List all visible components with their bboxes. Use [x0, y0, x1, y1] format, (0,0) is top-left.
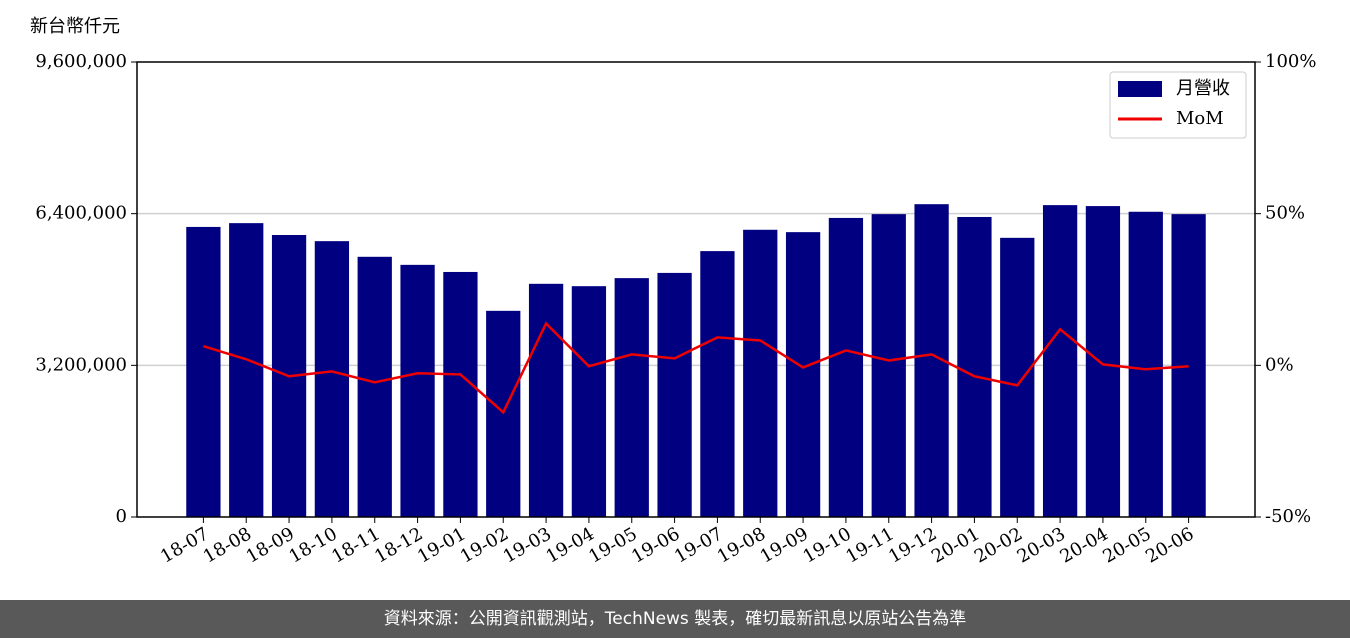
y-axis-label: 新台幣仟元 — [30, 16, 120, 37]
bar — [657, 272, 692, 517]
chart: 新台幣仟元 0 3,200,000 6,400,000 9,600,000 -50% 0%… — [30, 16, 1316, 568]
x-tick-label: 20-01 — [928, 523, 983, 567]
legend-label: MoM — [1176, 108, 1224, 129]
mom-line — [203, 321, 1189, 415]
y-tick-label: 9,600,000 — [35, 51, 127, 72]
bar — [828, 217, 864, 517]
legend-label: 月營收 — [1176, 78, 1230, 99]
x-tick-label: 18-09 — [243, 523, 298, 567]
x-tick-label: 20-06 — [1142, 523, 1197, 567]
y2-tick-label: 0% — [1265, 354, 1294, 375]
bar — [314, 241, 350, 517]
y-tick-label: 3,200,000 — [35, 354, 127, 375]
bar — [957, 216, 992, 517]
x-tick-label: 19-09 — [757, 523, 812, 567]
bar — [1085, 206, 1121, 518]
x-tick-label: 20-02 — [971, 523, 1026, 567]
bar — [528, 283, 564, 517]
bar — [1128, 211, 1163, 518]
x-tick-label: 19-03 — [500, 523, 555, 567]
bar — [443, 271, 478, 517]
x-tick-label: 19-05 — [585, 523, 640, 567]
x-tick-label: 20-04 — [1056, 523, 1111, 567]
legend-swatch — [1118, 81, 1162, 97]
plot-frame — [136, 61, 1256, 518]
x-tick-label: 19-12 — [885, 523, 940, 567]
x-tick-label: 18-08 — [200, 523, 255, 567]
y2-tick-label: 50% — [1265, 203, 1305, 224]
x-tick-label: 19-04 — [542, 523, 597, 567]
bar — [400, 264, 435, 517]
bar — [871, 214, 906, 517]
x-tick-label: 19-08 — [714, 523, 769, 567]
x-tick-label: 20-03 — [1014, 523, 1069, 567]
x-tick-label: 18-07 — [157, 523, 212, 567]
bar — [571, 286, 607, 517]
x-tick-label: 19-10 — [799, 523, 854, 567]
x-tick-label: 19-01 — [414, 523, 469, 567]
y-tick-label: 6,400,000 — [35, 203, 127, 224]
bar — [1000, 237, 1035, 517]
x-tick-label: 18-10 — [285, 523, 340, 567]
x-tick-label: 18-11 — [328, 523, 383, 567]
x-tick-label: 19-07 — [671, 523, 726, 567]
x-tick-label: 20-05 — [1099, 523, 1154, 567]
bar — [700, 251, 735, 517]
bar — [357, 256, 392, 517]
bar — [1042, 205, 1078, 517]
footer: 資料來源：公開資訊觀測站，TechNews 製表，確切最新訊息以原站公告為準 — [0, 600, 1350, 638]
y2-tick-label: -50% — [1265, 506, 1311, 527]
x-tick-label: 18-12 — [371, 523, 426, 567]
x-tick-label: 19-06 — [628, 523, 683, 567]
bar — [186, 226, 221, 517]
bar — [229, 223, 264, 518]
bar — [743, 229, 778, 517]
y-tick-label: 0 — [116, 506, 127, 527]
y2-tick-label: 100% — [1265, 51, 1316, 72]
x-tick-label: 19-11 — [842, 523, 897, 567]
bar — [785, 232, 821, 517]
bar — [1171, 214, 1206, 517]
bar — [614, 278, 649, 517]
x-tick-label: 19-02 — [457, 523, 512, 567]
